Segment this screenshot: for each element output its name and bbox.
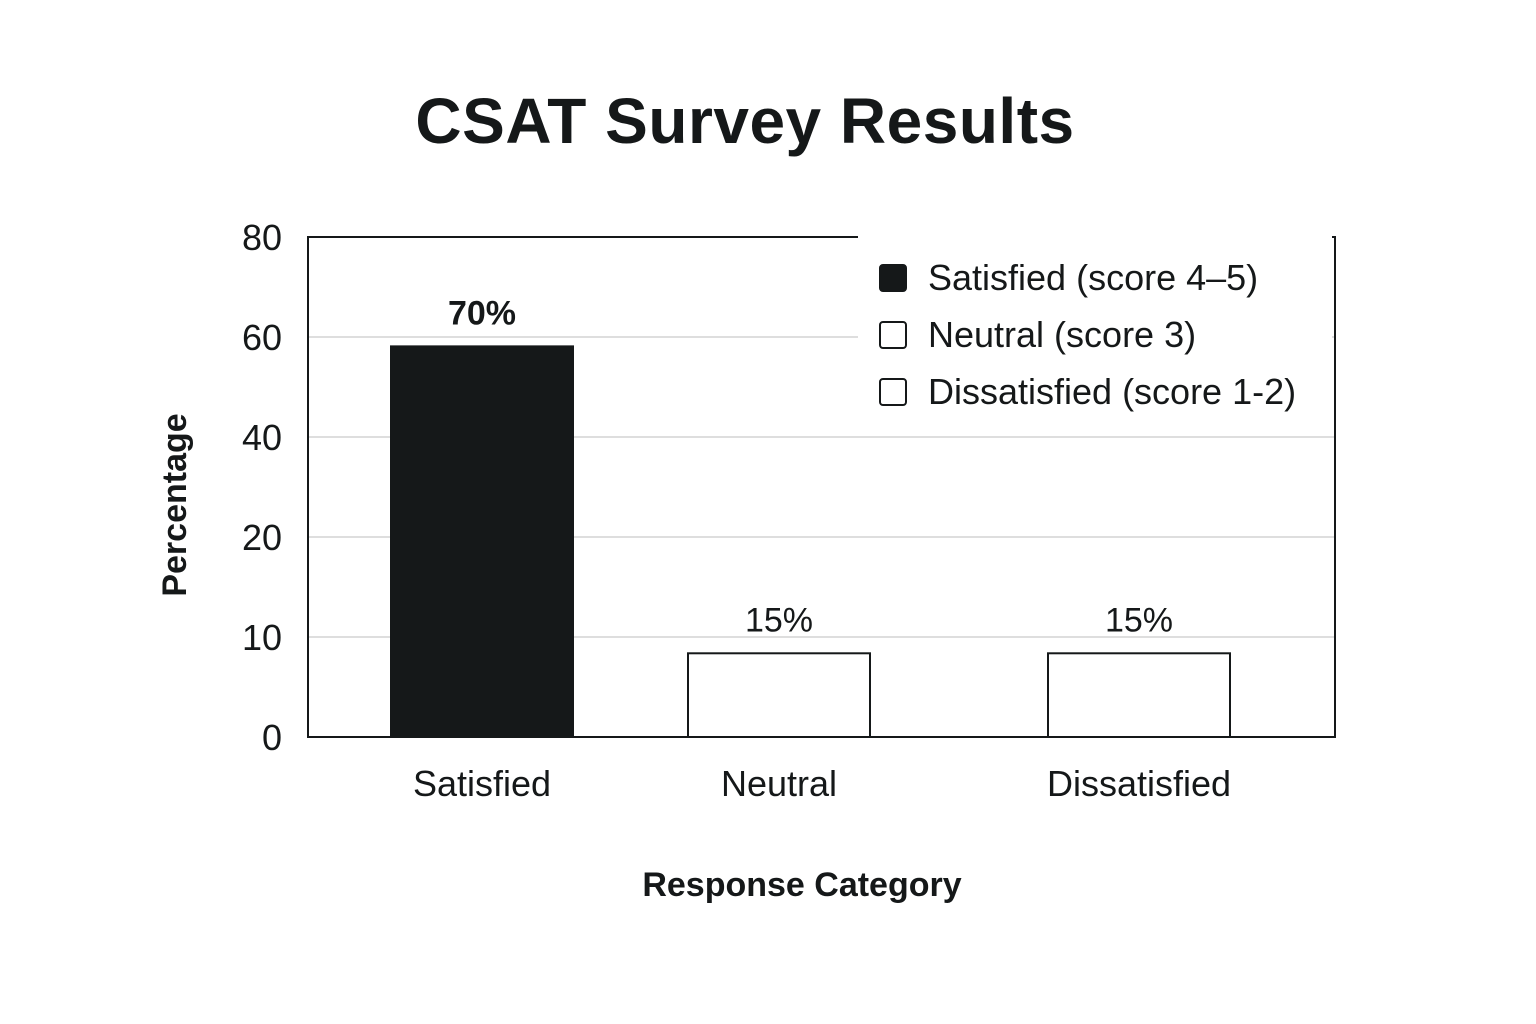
y-axis-ticks: 0 10 20 40 60 80 <box>242 217 282 758</box>
data-label: 15% <box>745 601 813 639</box>
y-tick-label: 60 <box>242 317 282 358</box>
y-tick-label: 10 <box>242 617 282 658</box>
x-category-label: Neutral <box>721 763 837 804</box>
bar-dissatisfied <box>1047 652 1231 738</box>
x-category-label: Satisfied <box>413 763 551 804</box>
bar-satisfied <box>390 345 574 738</box>
x-axis-title: Response Category <box>642 866 961 904</box>
x-category-label: Dissatisfied <box>1047 763 1231 804</box>
chart-title: CSAT Survey Results <box>415 85 1075 157</box>
data-label: 15% <box>1105 601 1173 639</box>
y-tick-label: 80 <box>242 217 282 258</box>
bar-neutral <box>687 652 871 738</box>
legend-swatch <box>879 321 907 349</box>
legend-label: Satisfied (score 4–5) <box>928 257 1258 298</box>
x-axis-categories: Satisfied Neutral Dissatisfied <box>413 763 1231 804</box>
legend-label: Neutral (score 3) <box>928 314 1196 355</box>
y-axis-title: Percentage <box>156 413 194 596</box>
legend: Satisfied (score 4–5) Neutral (score 3) Di… <box>858 235 1332 420</box>
legend-label: Dissatisfied (score 1-2) <box>928 371 1296 412</box>
data-labels: 70% 15% 15% <box>448 294 1173 639</box>
y-tick-label: 0 <box>262 717 282 758</box>
legend-swatch <box>879 378 907 406</box>
legend-swatch <box>879 264 907 292</box>
y-tick-label: 20 <box>242 517 282 558</box>
legend-background <box>858 235 1332 420</box>
y-tick-label: 40 <box>242 417 282 458</box>
data-label: 70% <box>448 294 516 332</box>
plot-frame <box>307 236 1336 738</box>
